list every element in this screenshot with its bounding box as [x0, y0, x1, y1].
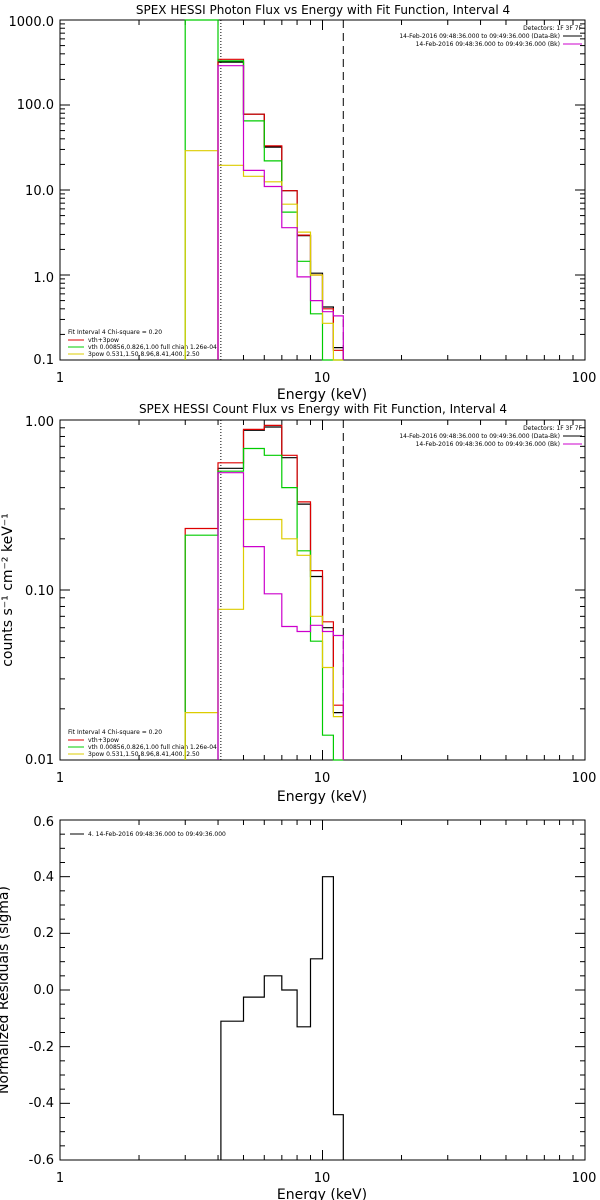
x-tick-label: 10: [314, 371, 331, 386]
x-tick-label: 1: [56, 771, 64, 786]
series-residuals-line: [220, 876, 344, 1160]
x-tick-label: 100: [572, 1171, 597, 1186]
legend-data-minus-bk: 14-Feb-2016 09:48:36.000 to 09:49:36.000…: [399, 433, 560, 440]
series-bk-line: [217, 65, 344, 360]
y-tick-label: 0.4: [33, 870, 54, 885]
legend-detectors: Detectors: 1F 3F 7F: [523, 25, 582, 32]
residuals-y-axis-title: Normalized Residuals (sigma): [0, 886, 12, 1094]
photon-y-axis: 0.1 1.0 10.0 100.0 1000.0: [9, 15, 55, 368]
residuals-legend: 4. 14-Feb-2016 09:48:36.000 to 09:49:36.…: [70, 831, 226, 838]
count-flux-panel: SPEX HESSI Count Flux vs Energy with Fit…: [0, 402, 596, 805]
count-chart-title: SPEX HESSI Count Flux vs Energy with Fit…: [139, 402, 507, 416]
y-tick-label: -0.4: [29, 1096, 54, 1111]
count-x-axis-title: Energy (keV): [277, 789, 367, 805]
y-tick-label: 0.1: [33, 353, 54, 368]
residuals-series: [220, 876, 344, 1160]
count-y-axis: 0.01 0.10 1.00 counts s⁻¹ cm⁻² keV⁻¹: [0, 415, 54, 768]
legend-background: 14-Feb-2016 09:48:36.000 to 09:49:36.000…: [416, 441, 560, 448]
y-tick-label: -0.2: [29, 1040, 54, 1055]
y-tick-label: -0.6: [29, 1153, 54, 1168]
y-tick-label: 10.0: [25, 184, 54, 199]
photon-series: [184, 19, 344, 361]
legend-detectors: Detectors: 1F 3F 7F: [523, 425, 582, 432]
series-vth-line: [184, 447, 344, 761]
y-tick-label: 100.0: [17, 98, 54, 113]
legend-vth: vth 0.00856,0.826,1.00 full chian 1.26e-…: [88, 744, 217, 751]
series-total-line: [184, 424, 344, 760]
count-legend-bottom-left: Fit Interval 4 Chi-square = 0.20 vth+3po…: [68, 729, 217, 758]
count-series: [184, 424, 344, 761]
residuals-panel: 1 10 100 Energy (keV) -0.6 -0.4 -0.2 0.0…: [0, 815, 596, 1200]
y-tick-label: 1000.0: [9, 15, 55, 30]
count-legend-top-right: Detectors: 1F 3F 7F 14-Feb-2016 09:48:36…: [399, 425, 582, 448]
legend-interval: 4. 14-Feb-2016 09:48:36.000 to 09:49:36.…: [88, 831, 226, 838]
photon-x-axis: 1 10 100 Energy (keV): [56, 371, 597, 403]
legend-fit-interval: Fit Interval 4 Chi-square = 0.20: [68, 729, 162, 736]
x-tick-label: 100: [572, 371, 597, 386]
x-tick-label: 100: [572, 771, 597, 786]
legend-total: vth+3pow: [88, 737, 119, 744]
y-tick-label: 1.0: [33, 271, 54, 286]
photon-x-axis-title: Energy (keV): [277, 387, 367, 403]
x-tick-label: 1: [56, 1171, 64, 1186]
legend-vth: vth 0.00856,0.826,1.00 full chian 1.26e-…: [88, 344, 217, 351]
x-tick-label: 1: [56, 371, 64, 386]
y-tick-label: 0.01: [25, 753, 54, 768]
photon-chart-title: SPEX HESSI Photon Flux vs Energy with Fi…: [136, 3, 510, 17]
residuals-plot-frame: [59, 819, 586, 1161]
series-bk-line: [217, 472, 344, 760]
residuals-x-axis: 1 10 100 Energy (keV): [56, 1171, 597, 1200]
y-tick-label: 0.10: [25, 584, 54, 599]
y-tick-label: 0.0: [33, 983, 54, 998]
legend-fit-interval: Fit Interval 4 Chi-square = 0.20: [68, 329, 162, 336]
photon-legend-top-right: Detectors: 1F 3F 7F 14-Feb-2016 09:48:36…: [399, 25, 582, 48]
x-tick-label: 10: [314, 1171, 331, 1186]
y-tick-label: 1.00: [25, 415, 54, 430]
y-tick-label: 0.2: [33, 926, 54, 941]
photon-flux-panel: SPEX HESSI Photon Flux vs Energy with Fi…: [9, 3, 597, 403]
photon-reference-lines: [220, 20, 344, 360]
count-y-axis-title: counts s⁻¹ cm⁻² keV⁻¹: [0, 513, 16, 667]
y-tick-label: 0.6: [33, 815, 54, 830]
legend-data-minus-bk: 14-Feb-2016 09:48:36.000 to 09:49:36.000…: [399, 33, 560, 40]
legend-background: 14-Feb-2016 09:48:36.000 to 09:49:36.000…: [416, 41, 560, 48]
residuals-y-axis: -0.6 -0.4 -0.2 0.0 0.2 0.4 0.6 Normalize…: [0, 815, 54, 1168]
legend-3pow: 3pow 0.531,1.50,8.96,8.41,400.,2.50: [88, 751, 200, 758]
residuals-ticks: [59, 819, 586, 1161]
count-reference-lines: [220, 420, 344, 760]
series-total-line: [217, 58, 344, 360]
count-x-axis: 1 10 100 Energy (keV): [56, 771, 597, 805]
series-vth-line: [184, 19, 344, 361]
x-tick-label: 10: [314, 771, 331, 786]
series-data-line: [217, 61, 344, 360]
legend-total: vth+3pow: [88, 337, 119, 344]
legend-3pow: 3pow 0.531,1.50,8.96,8.41,400.,2.50: [88, 351, 200, 358]
residuals-x-axis-title: Energy (keV): [277, 1187, 367, 1200]
photon-legend-bottom-left: Fit Interval 4 Chi-square = 0.20 vth+3po…: [68, 329, 217, 358]
